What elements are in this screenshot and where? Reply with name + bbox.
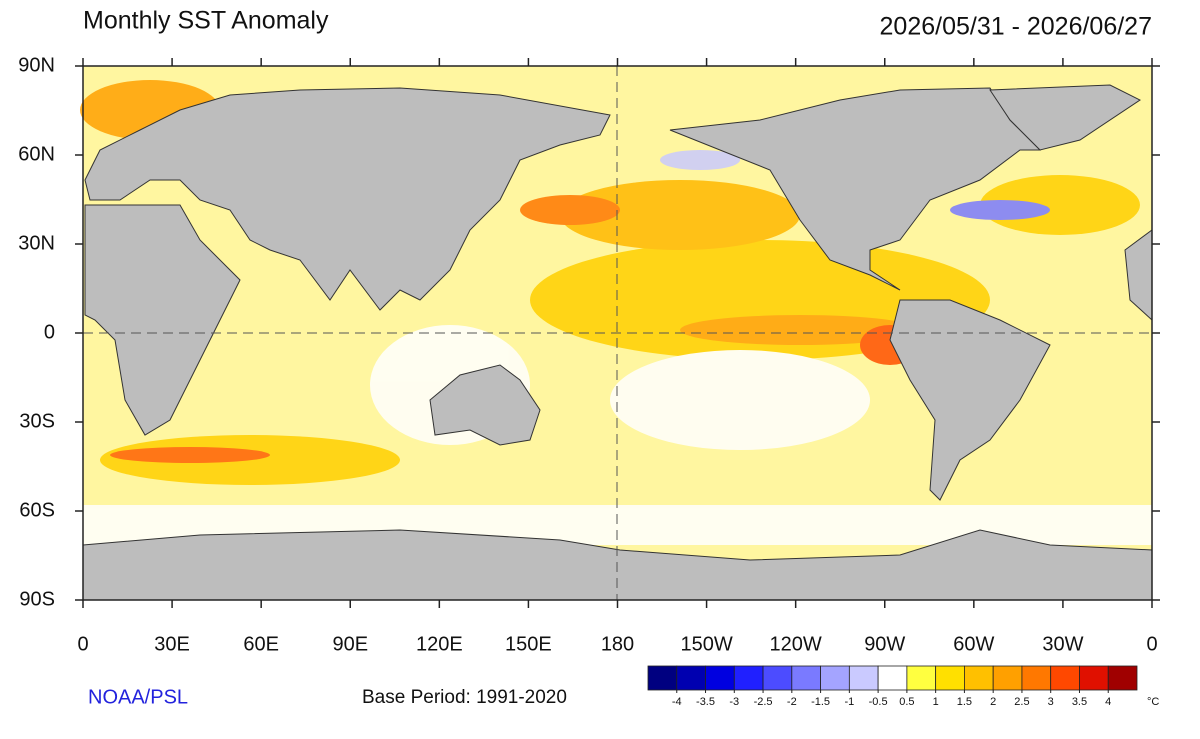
lon-tick-label: 0 bbox=[77, 633, 88, 655]
title: Monthly SST Anomaly bbox=[83, 7, 329, 35]
colorbar-tick-label: 3.5 bbox=[1072, 696, 1087, 708]
colorbar-tick-label: -3.5 bbox=[696, 696, 715, 708]
colorbar-box bbox=[705, 665, 735, 691]
colorbar-tick-label: 0.5 bbox=[899, 696, 914, 708]
colorbar-box bbox=[647, 665, 678, 691]
colorbar-box bbox=[791, 665, 821, 691]
colorbar-box bbox=[964, 665, 994, 691]
land bbox=[82, 84, 1153, 601]
lat-tick-label: 90N bbox=[18, 54, 55, 76]
date-range: 2026/05/31 - 2026/06/27 bbox=[880, 13, 1152, 41]
lat-tick-label: 30S bbox=[19, 410, 55, 432]
map bbox=[80, 65, 1153, 601]
lon-tick-label: 60E bbox=[243, 633, 279, 655]
colorbar-tick-label: -4 bbox=[672, 696, 682, 708]
lon-tick-label: 30W bbox=[1042, 633, 1083, 655]
colorbar-box bbox=[1021, 665, 1052, 691]
colorbar-box bbox=[848, 665, 879, 691]
colorbar-tick-label: 1 bbox=[933, 696, 939, 708]
colorbar-tick-label: 4 bbox=[1105, 696, 1111, 708]
colorbar-tick-label: 2 bbox=[990, 696, 996, 708]
colorbar-box bbox=[1050, 665, 1080, 691]
lon-tick-label: 150E bbox=[505, 633, 552, 655]
colorbar-unit: °C bbox=[1147, 696, 1159, 708]
colorbar-box bbox=[820, 665, 850, 691]
lat-tick-label: 90S bbox=[19, 588, 55, 610]
colorbar-box bbox=[935, 665, 965, 691]
colorbar-box bbox=[1107, 665, 1138, 691]
colorbar-box bbox=[676, 665, 706, 691]
colorbar-tick-label: -1.5 bbox=[811, 696, 830, 708]
lon-tick-label: 150W bbox=[680, 633, 732, 655]
lat-tick-label: 30N bbox=[18, 232, 55, 254]
attribution: NOAA/PSL bbox=[88, 686, 188, 708]
colorbar-tick-label: 2.5 bbox=[1014, 696, 1029, 708]
colorbar-tick-label: -3 bbox=[729, 696, 739, 708]
colorbar-tick-label: -2.5 bbox=[754, 696, 773, 708]
colorbar-box bbox=[906, 665, 937, 691]
lon-tick-label: 90E bbox=[332, 633, 368, 655]
lon-tick-label: 120E bbox=[416, 633, 463, 655]
colorbar-tick-label: -2 bbox=[787, 696, 797, 708]
colorbar-tick-label: 3 bbox=[1048, 696, 1054, 708]
base-period: Base Period: 1991-2020 bbox=[362, 687, 567, 708]
lon-tick-label: 30E bbox=[154, 633, 190, 655]
colorbar-box bbox=[992, 665, 1023, 691]
lon-tick-label: 90W bbox=[864, 633, 905, 655]
lon-tick-label: 180 bbox=[601, 633, 634, 655]
colorbar-box bbox=[877, 665, 908, 691]
lon-tick-label: 0 bbox=[1146, 633, 1157, 655]
colorbar-tick-label: 1.5 bbox=[957, 696, 972, 708]
colorbar-tick-label: -1 bbox=[844, 696, 854, 708]
lat-tick-label: 60S bbox=[19, 499, 55, 521]
lat-tick-label: 60N bbox=[18, 143, 55, 165]
lat-tick-label: 0 bbox=[44, 321, 55, 343]
colorbar-box bbox=[733, 665, 764, 691]
lon-tick-label: 120W bbox=[770, 633, 822, 655]
colorbar-box bbox=[762, 665, 793, 691]
colorbar-tick-label: -0.5 bbox=[869, 696, 888, 708]
colorbar-box bbox=[1079, 665, 1109, 691]
lon-tick-label: 60W bbox=[953, 633, 994, 655]
